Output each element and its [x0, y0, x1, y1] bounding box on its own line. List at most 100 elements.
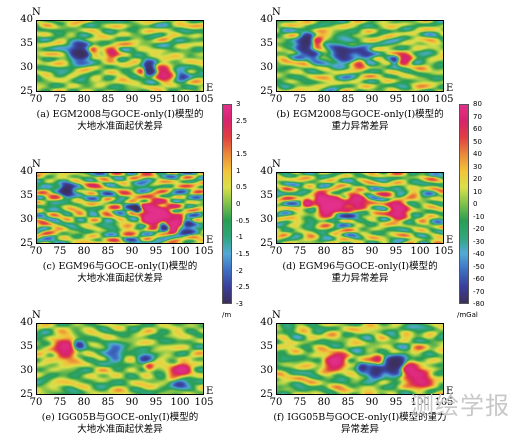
x-tick-f: 70 — [269, 397, 283, 408]
geoid-colorbar-label: -2.5 — [236, 283, 250, 292]
geoid-colorbar-label: -1 — [236, 233, 243, 242]
y-tick-e: 25 — [20, 389, 33, 400]
y-tick-f: 30 — [260, 365, 273, 376]
north-label-a: N — [32, 7, 41, 18]
x-tick-c: 95 — [149, 246, 163, 257]
x-tick-d: 80 — [317, 246, 331, 257]
caption-line-d: 重力异常差异 — [331, 273, 389, 284]
y-tick-c: 30 — [20, 214, 33, 225]
x-tick-c: 70 — [29, 246, 43, 257]
x-tick-a: 85 — [101, 94, 115, 105]
geoid-colorbar-gradient — [222, 104, 232, 304]
x-tick-d: 75 — [293, 246, 307, 257]
gravity-colorbar-label: 60 — [473, 125, 482, 133]
geoid-colorbar-label: 1.5 — [236, 150, 248, 158]
x-tick-f: 75 — [293, 397, 307, 408]
x-tick-b: 100 — [410, 94, 430, 105]
x-tick-f: 105 — [434, 397, 454, 408]
geoid-colorbar-label: 2 — [236, 133, 241, 142]
gravity-colorbar-label: -30 — [473, 237, 485, 246]
heatmap-d-surface — [277, 173, 443, 243]
caption-line-a: (a) EGM2008与GOCE-only(Ⅰ)模型的 — [36, 109, 204, 120]
y-tick-b: 35 — [260, 38, 273, 49]
gravity-colorbar-label: 40 — [473, 150, 482, 158]
gravity-colorbar-label: 70 — [473, 112, 482, 121]
y-tick-d: 30 — [260, 214, 273, 225]
y-tick-a: 35 — [20, 38, 33, 49]
heatmap-d — [276, 172, 444, 244]
x-tick-a: 80 — [77, 94, 91, 105]
geoid-colorbar-label: -0.5 — [236, 216, 250, 225]
caption-d: (d) EGM96与GOCE-only(Ⅰ)模型的 重力异常差异 — [256, 261, 464, 285]
y-tick-e: 35 — [20, 341, 33, 352]
heatmap-a-surface — [37, 21, 203, 91]
north-label-b: N — [272, 7, 281, 18]
x-tick-b: 70 — [269, 94, 283, 105]
y-tick-d: 40 — [260, 166, 273, 177]
gravity-colorbar-label: -10 — [473, 212, 485, 221]
caption-line-e: 大地水准面起伏差异 — [77, 424, 163, 435]
gravity-colorbar-unit: /mGal — [457, 311, 478, 319]
north-label-f: N — [272, 310, 281, 321]
x-tick-f: 80 — [317, 397, 331, 408]
y-tick-d: 35 — [260, 190, 273, 201]
gravity-colorbar-label: -40 — [473, 250, 485, 258]
heatmap-f — [276, 323, 444, 395]
x-tick-d: 100 — [410, 246, 430, 257]
east-label-a: E — [206, 83, 214, 94]
east-label-e: E — [206, 386, 214, 397]
x-tick-e: 90 — [125, 397, 139, 408]
geoid-colorbar-label: 0.5 — [236, 183, 248, 192]
gravity-colorbar-label: 50 — [473, 137, 482, 146]
gravity-colorbar-label: -50 — [473, 262, 485, 271]
y-tick-f: 25 — [260, 389, 273, 400]
x-tick-c: 105 — [194, 246, 214, 257]
x-tick-f: 90 — [365, 397, 379, 408]
x-tick-d: 90 — [365, 246, 379, 257]
east-label-d: E — [446, 235, 454, 246]
y-tick-c: 40 — [20, 166, 33, 177]
x-tick-b: 85 — [341, 94, 355, 105]
x-tick-d: 105 — [434, 246, 454, 257]
x-tick-b: 90 — [365, 94, 379, 105]
y-tick-d: 25 — [260, 238, 273, 249]
x-tick-a: 70 — [29, 94, 43, 105]
x-tick-e: 95 — [149, 397, 163, 408]
x-tick-a: 100 — [170, 94, 190, 105]
caption-line-d: (d) EGM96与GOCE-only(Ⅰ)模型的 — [282, 261, 438, 272]
x-tick-c: 100 — [170, 246, 190, 257]
y-tick-f: 35 — [260, 341, 273, 352]
geoid-colorbar-label: 1 — [236, 166, 241, 175]
geoid-colorbar-label: 3 — [236, 100, 241, 108]
y-tick-e: 40 — [20, 317, 33, 328]
x-tick-c: 80 — [77, 246, 91, 257]
geoid-colorbar-label: 2.5 — [236, 116, 248, 125]
x-tick-f: 85 — [341, 397, 355, 408]
journal-watermark: 测绘学报 — [410, 392, 510, 420]
caption-b: (b) EGM2008与GOCE-only(Ⅰ)模型的 重力异常差异 — [256, 109, 464, 133]
heatmap-c — [36, 172, 204, 244]
x-tick-e: 70 — [29, 397, 43, 408]
x-tick-c: 90 — [125, 246, 139, 257]
y-tick-f: 40 — [260, 317, 273, 328]
geoid-colorbar-unit: /m — [222, 311, 232, 319]
east-label-b: E — [446, 83, 454, 94]
north-label-d: N — [272, 159, 281, 170]
x-tick-e: 80 — [77, 397, 91, 408]
x-tick-a: 90 — [125, 94, 139, 105]
caption-a: (a) EGM2008与GOCE-only(Ⅰ)模型的 大地水准面起伏差异 — [16, 109, 224, 133]
east-label-f: E — [446, 386, 454, 397]
heatmap-c-surface — [37, 173, 203, 243]
gravity-colorbar-label: -80 — [473, 300, 485, 308]
geoid-colorbar-label: 0 — [236, 200, 241, 208]
x-tick-e: 75 — [53, 397, 67, 408]
x-tick-f: 100 — [410, 397, 430, 408]
x-tick-e: 100 — [170, 397, 190, 408]
caption-line-b: 重力异常差异 — [331, 121, 389, 132]
y-tick-c: 35 — [20, 190, 33, 201]
x-tick-b: 105 — [434, 94, 454, 105]
x-tick-d: 95 — [389, 246, 403, 257]
geoid-colorbar-label: -2 — [236, 266, 243, 275]
y-tick-a: 30 — [20, 62, 33, 73]
y-tick-e: 30 — [20, 365, 33, 376]
